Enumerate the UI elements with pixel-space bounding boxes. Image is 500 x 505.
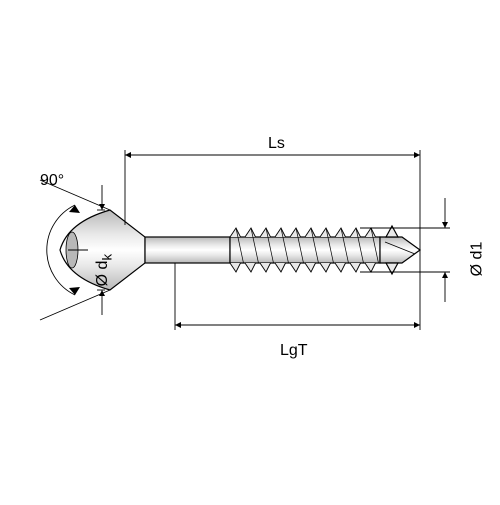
label-d1: Ø d1 [468,242,486,277]
diagram-svg [0,0,500,500]
screw-diagram: Ls LgT Ø d1 Ø dk 90° [0,0,500,500]
label-ls: Ls [268,135,285,153]
label-angle: 90° [40,172,64,190]
label-lgt: LgT [280,342,308,360]
label-dk: Ø dk [94,254,114,286]
